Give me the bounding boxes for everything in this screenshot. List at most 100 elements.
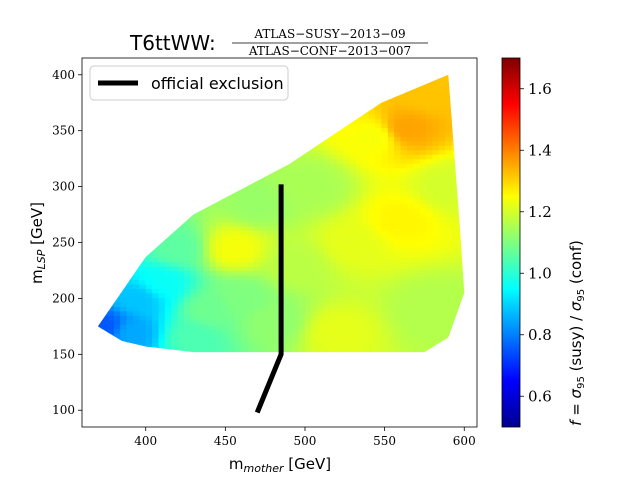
heatmap-cell [369,387,376,392]
heatmap-cell [145,257,153,263]
heatmap-cell [356,82,363,88]
heatmap-cell [273,252,281,258]
heatmap-cell [292,181,300,187]
heatmap-cell [82,132,89,137]
heatmap-cell [292,292,300,298]
heatmap-cell [228,212,236,218]
heatmap-cell [419,301,427,307]
heatmap-cell [298,301,306,307]
heatmap-cell [324,221,332,227]
heatmap-cell [95,369,102,374]
heatmap-cell [401,364,408,369]
heatmap-cell [126,225,134,231]
heatmap-cell [184,378,191,383]
heatmap-cell [152,212,160,218]
heatmap-cell [349,315,357,321]
heatmap-cell [381,266,389,272]
heatmap-cell [97,292,102,298]
heatmap-cell [88,342,95,347]
heatmap-cell [432,387,439,392]
heatmap-cell [368,212,376,218]
heatmap-cell [133,274,140,280]
heatmap-cell [126,328,134,334]
heatmap-cell [356,127,363,133]
heatmap-cell [394,194,402,200]
heatmap-cell [241,333,249,339]
heatmap-cell [311,207,319,213]
heatmap-cell [158,105,166,111]
heatmap-cell [95,396,102,401]
heatmap-cell [101,239,109,245]
heatmap-cell [381,391,388,396]
heatmap-cell [305,261,312,267]
heatmap-cell [254,418,261,423]
heatmap-cell [285,306,293,312]
heatmap-cell [317,292,325,298]
heatmap-cell [368,109,376,115]
heatmap-cell [215,261,223,267]
heatmap-cell [298,131,306,137]
heatmap-cell [349,328,357,334]
heatmap-cell [356,306,363,312]
heatmap-cell [108,387,115,392]
heatmap-cell [139,145,147,151]
heatmap-cell [292,328,300,334]
heatmap-cell [266,167,274,173]
heatmap-cell [133,257,140,263]
heatmap-cell [368,306,376,312]
heatmap-cell [331,69,338,74]
heatmap-cell [273,274,281,280]
heatmap-cell [375,140,383,146]
heatmap-cell [234,225,242,231]
heatmap-cell [152,418,159,423]
heatmap-cell [356,203,363,209]
heatmap-cell [260,351,268,353]
heatmap-cell [164,127,172,133]
heatmap-cell [394,167,402,173]
heatmap-cell [387,82,395,88]
heatmap-cell [394,346,402,352]
heatmap-cell [108,360,115,365]
heatmap-cell [438,342,446,348]
heatmap-cell [292,382,299,387]
heatmap-cell [113,216,121,222]
heatmap-cell [190,283,198,289]
heatmap-cell [209,360,216,365]
heatmap-cell [215,145,223,151]
heatmap-cell [215,297,223,303]
heatmap-cell [273,113,281,119]
heatmap-cell [457,319,465,325]
heatmap-cell [381,288,389,294]
heatmap-cell [419,315,427,321]
heatmap-cell [445,194,453,200]
heatmap-cell [222,118,230,124]
heatmap-cell [375,319,383,325]
heatmap-cell [438,324,446,330]
heatmap-cell [457,274,465,280]
heatmap-cell [432,69,439,74]
heatmap-cell [400,297,408,303]
heatmap-cell [139,382,146,387]
heatmap-cell [298,105,306,111]
heatmap-cell [324,145,332,151]
heatmap-cell [113,297,121,303]
heatmap-cell [235,360,242,365]
heatmap-cell [183,328,191,334]
heatmap-cell [299,396,306,401]
heatmap-cell [101,158,109,164]
heatmap-cell [413,319,421,325]
heatmap-cell [273,319,281,325]
heatmap-cell [285,172,293,178]
heatmap-cell [177,136,185,142]
heatmap-cell [298,221,306,227]
heatmap-cell [406,292,414,298]
heatmap-cell [375,288,383,294]
heatmap-cell [343,252,351,258]
heatmap-cell [438,230,446,236]
heatmap-cell [331,360,338,365]
heatmap-cell [139,261,147,267]
heatmap-cell [145,266,153,272]
heatmap-cell [101,266,109,272]
heatmap-cell [432,122,440,128]
heatmap-cell [190,243,198,249]
